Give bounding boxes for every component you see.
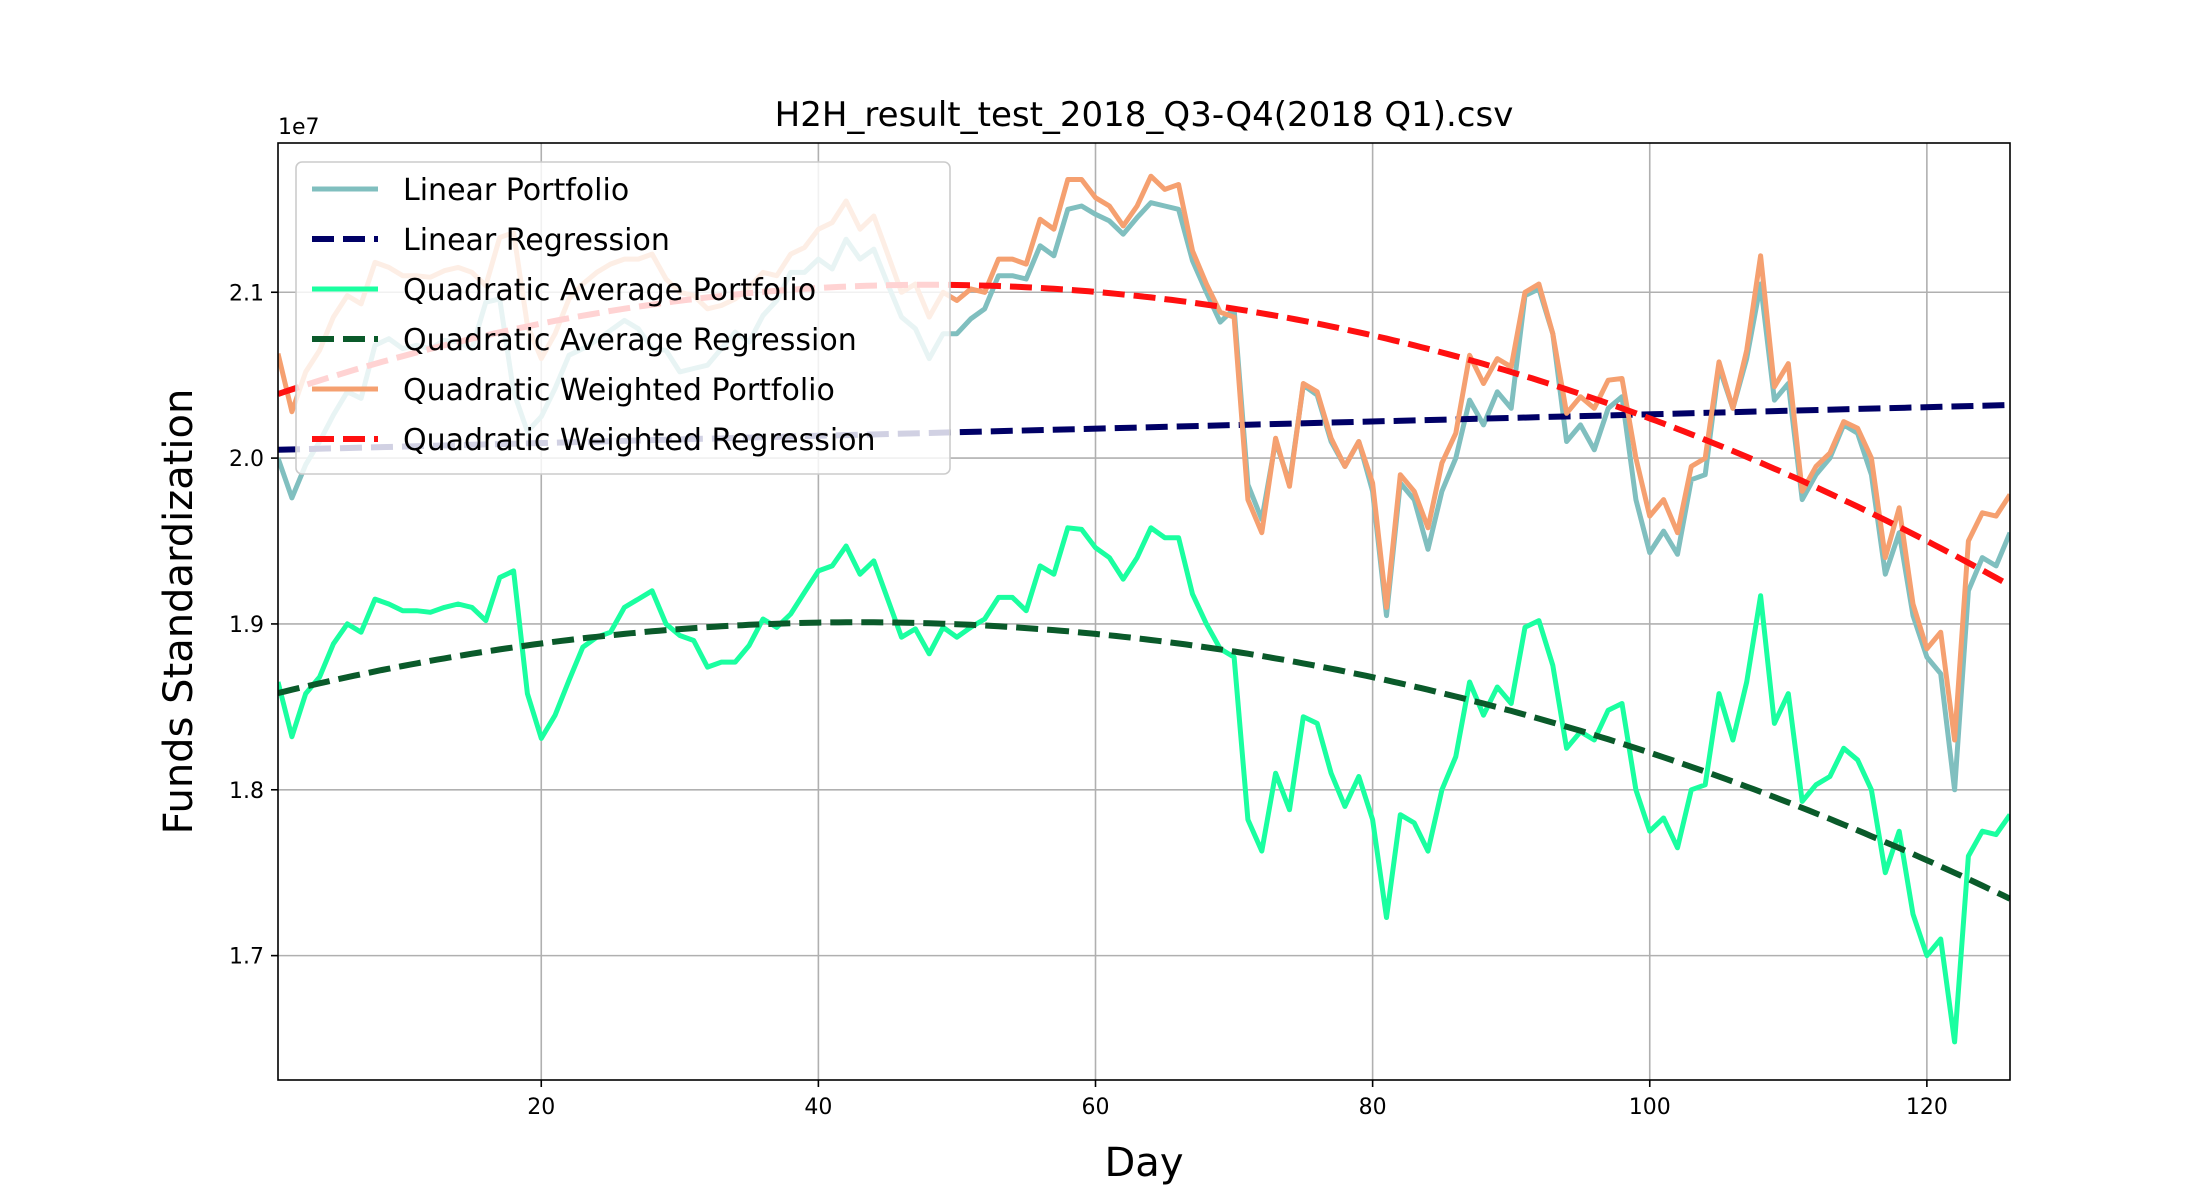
quadratic-average-regression-line [278,619,2010,902]
y-tick-label: 2.1 [229,281,264,306]
x-axis-label: Day [1105,1140,1184,1186]
x-tick-label: 100 [1629,1095,1671,1120]
y-tick-label: 1.7 [229,945,264,970]
legend-label-quadratic-average-portfolio: Quadratic Average Portfolio [403,273,816,308]
x-tick-label: 60 [1082,1095,1110,1120]
x-tick-label: 80 [1359,1095,1387,1120]
y-tick-label: 1.8 [229,779,264,804]
legend-box [295,161,951,475]
grid-lines [278,143,2010,1080]
y-axis-label: Funds Standardization [156,389,202,835]
x-tick-label: 120 [1906,1095,1948,1120]
plot-frame [277,142,2011,1081]
chart-title: H2H_result_test_2018_Q3-Q4(2018 Q1).csv [775,95,1514,135]
legend-label-quadratic-weighted-regression: Quadratic Weighted Regression [403,423,876,458]
axis-ticks: 20 40 60 80 100 120 1.7 1.8 1.9 2.0 2.1 [229,281,1948,1120]
x-tick-label: 40 [804,1095,832,1120]
legend: Linear Portfolio Linear Regression Quadrat… [295,161,951,475]
legend-label-linear-regression: Linear Regression [403,223,670,258]
legend-label-quadratic-average-regression: Quadratic Average Regression [403,323,857,358]
y-tick-label: 2.0 [229,447,264,472]
legend-label-linear-portfolio: Linear Portfolio [403,173,629,208]
x-tick-label: 20 [527,1095,555,1120]
legend-label-quadratic-weighted-portfolio: Quadratic Weighted Portfolio [403,373,835,408]
y-offset-label: 1e7 [278,115,320,140]
plot-area: 20 40 60 80 100 120 1.7 1.8 1.9 2.0 2.1 Linear Por… [229,142,2011,1120]
quadratic-average-portfolio-line [278,525,2010,1045]
y-tick-label: 1.9 [229,613,264,638]
